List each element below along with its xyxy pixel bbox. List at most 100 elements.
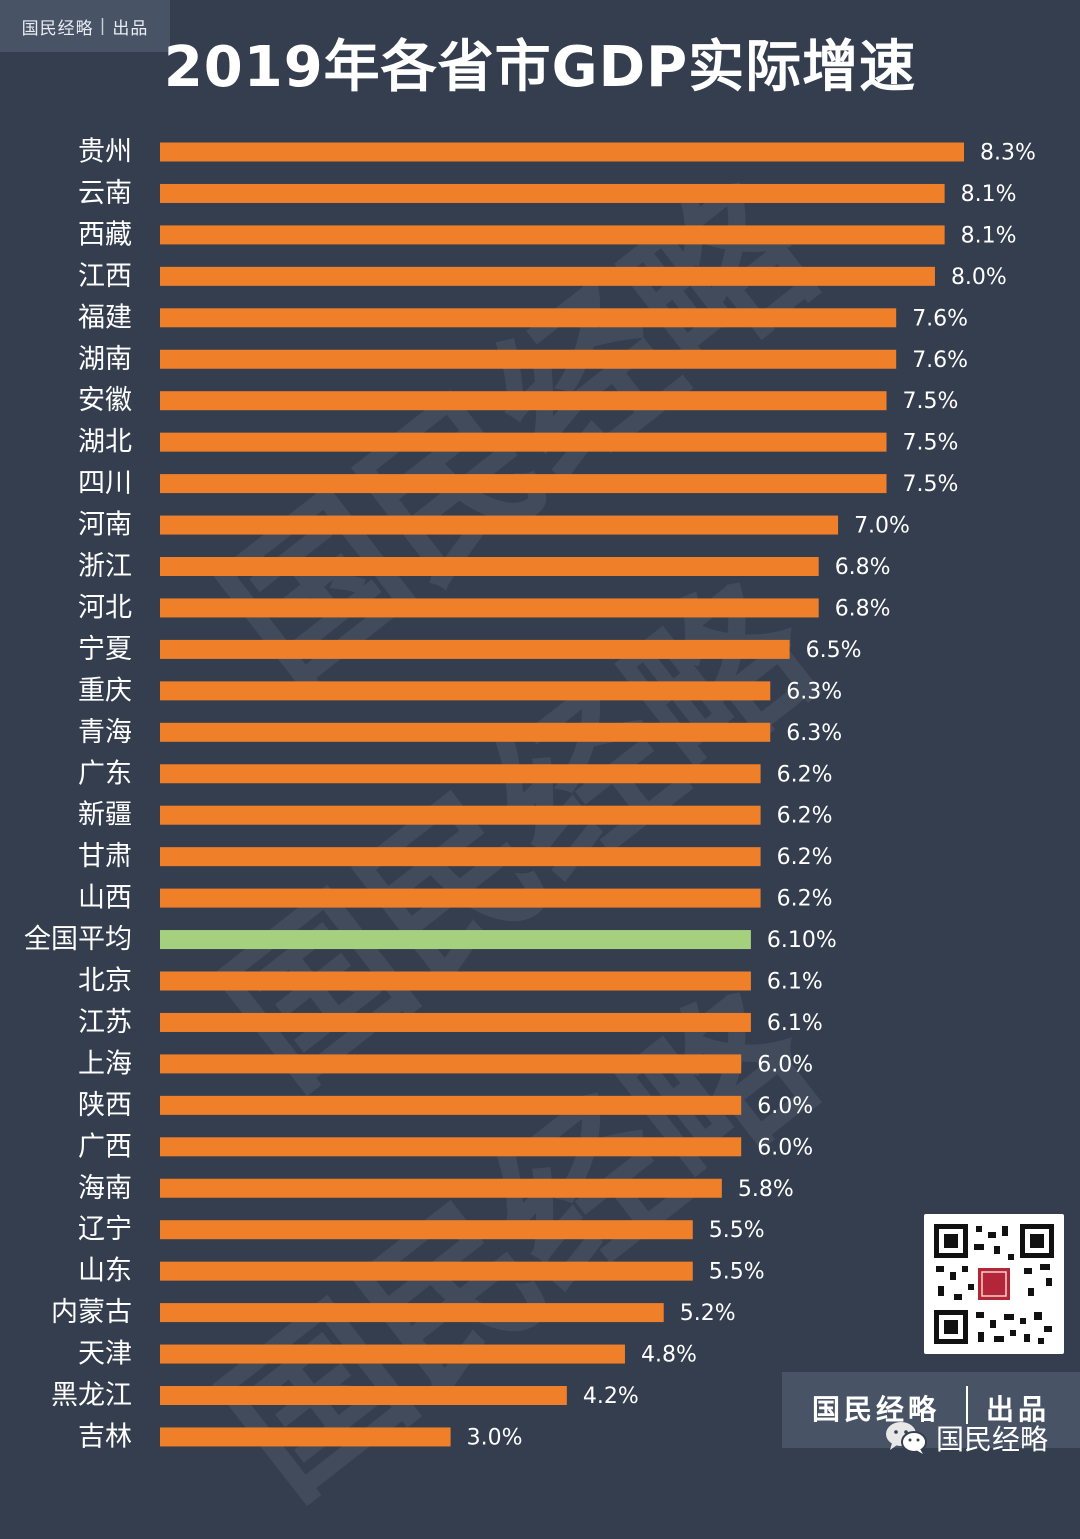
category-label: 陕西 [78, 1090, 132, 1121]
wechat-name: 国民经略 [936, 1423, 1049, 1456]
value-label: 6.5% [806, 638, 862, 663]
badge-brand: 国民经略 [21, 18, 94, 39]
brand-badge: 国民经略 | 出品 [0, 0, 170, 52]
bar [160, 391, 887, 411]
value-label: 6.3% [786, 721, 842, 746]
badge-separator: | [99, 16, 107, 36]
category-label: 广东 [78, 758, 132, 789]
bar [160, 971, 751, 991]
value-label: 6.1% [767, 1011, 823, 1036]
category-label: 云南 [78, 178, 132, 209]
category-label: 西藏 [78, 219, 132, 250]
value-label: 6.3% [786, 679, 842, 704]
chart-title: 2019年各省市GDP实际增速 [163, 35, 917, 100]
category-label: 天津 [78, 1339, 132, 1370]
value-label: 8.0% [951, 265, 1007, 290]
bar [160, 888, 761, 908]
category-label: 广西 [78, 1131, 132, 1162]
footer-divider [966, 1386, 968, 1424]
value-label: 6.2% [777, 887, 833, 912]
bar [160, 308, 897, 328]
value-label: 8.1% [961, 223, 1017, 248]
category-label: 湖南 [78, 344, 132, 375]
wechat-signature: 国民经略 [884, 1418, 1048, 1458]
value-label: 6.8% [835, 596, 891, 621]
value-label: 7.0% [854, 514, 910, 539]
value-label: 6.10% [767, 928, 837, 953]
value-label: 4.8% [641, 1343, 697, 1368]
average-bar [160, 930, 751, 950]
category-label: 重庆 [78, 675, 132, 706]
value-label: 7.5% [903, 389, 959, 414]
bar [160, 1095, 742, 1115]
category-label: 内蒙古 [51, 1297, 132, 1328]
bar [160, 515, 839, 535]
bar [160, 639, 790, 659]
bar [160, 1178, 722, 1198]
value-label: 7.6% [912, 306, 968, 331]
category-label: 安徽 [78, 385, 132, 416]
bar [160, 805, 761, 825]
bar [160, 557, 819, 576]
bar-chart: 贵州 8.3% 云南 8.1% 西藏 8.1% 江西 8.0% 福建 7.6% 湖南 7.6% 安徽 7.… [24, 137, 1036, 1453]
bar [160, 1303, 664, 1323]
category-label: 河南 [78, 510, 132, 541]
value-label: 6.2% [777, 804, 833, 829]
category-label: 辽宁 [78, 1214, 132, 1245]
footer-made: 出品 [986, 1393, 1051, 1426]
category-label: 江西 [78, 261, 132, 292]
value-label: 6.1% [767, 970, 823, 995]
category-label: 上海 [78, 1048, 132, 1079]
value-label: 6.0% [757, 1135, 813, 1160]
bar [160, 1137, 742, 1157]
category-label: 北京 [78, 966, 132, 997]
value-label: 8.1% [961, 182, 1017, 207]
value-label: 7.6% [912, 348, 968, 373]
bar [160, 1220, 693, 1240]
value-label: 6.2% [777, 762, 833, 787]
qr-code [924, 1214, 1064, 1354]
bar [160, 225, 945, 245]
category-label: 浙江 [78, 551, 132, 582]
category-label: 青海 [78, 717, 132, 748]
category-label: 吉林 [78, 1421, 132, 1452]
category-label: 海南 [78, 1173, 132, 1204]
value-label: 7.5% [903, 431, 959, 456]
category-label: 湖北 [78, 427, 132, 458]
bar [160, 142, 964, 162]
bar [160, 764, 761, 784]
category-label: 贵州 [78, 137, 132, 168]
value-label: 5.5% [709, 1260, 765, 1285]
bar [160, 1012, 751, 1032]
bar [160, 474, 887, 494]
category-label: 河北 [78, 592, 132, 623]
value-label: 6.0% [757, 1052, 813, 1077]
value-label: 3.0% [467, 1425, 523, 1450]
value-label: 6.0% [757, 1094, 813, 1119]
bar [160, 432, 887, 452]
badge-made: 出品 [112, 18, 149, 39]
wechat-icon [886, 1422, 927, 1454]
category-label: 宁夏 [78, 634, 132, 665]
bar [160, 722, 771, 742]
value-label: 5.2% [680, 1301, 736, 1326]
category-label: 四川 [78, 468, 132, 499]
bar [160, 1344, 625, 1364]
value-label: 7.5% [903, 472, 959, 497]
bar [160, 1386, 567, 1405]
bar [160, 1427, 451, 1447]
category-label: 甘肃 [78, 841, 132, 872]
value-label: 5.8% [738, 1177, 794, 1202]
value-label: 6.8% [835, 555, 891, 580]
value-label: 4.2% [583, 1384, 639, 1409]
value-label: 8.3% [980, 141, 1036, 166]
category-label: 福建 [78, 302, 132, 333]
category-label: 山西 [78, 883, 132, 914]
bar [160, 598, 819, 618]
bar [160, 1261, 693, 1281]
category-label: 山东 [78, 1256, 132, 1287]
category-label: 新疆 [78, 800, 132, 831]
category-label: 江苏 [78, 1007, 132, 1038]
bar [160, 349, 897, 369]
value-label: 6.2% [777, 845, 833, 870]
